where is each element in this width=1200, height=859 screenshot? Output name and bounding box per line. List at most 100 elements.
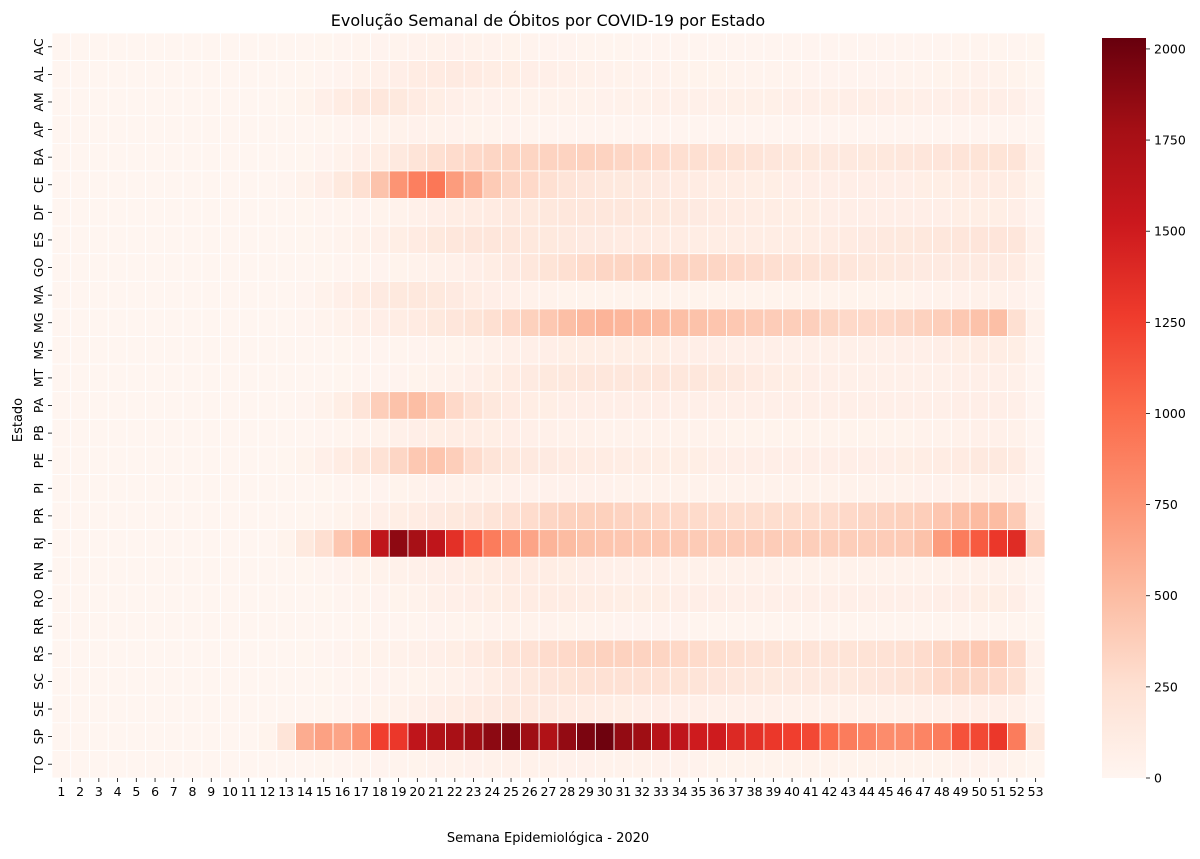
heatmap-cell bbox=[557, 60, 578, 89]
heatmap-cell bbox=[932, 529, 952, 558]
heatmap-cell bbox=[201, 750, 222, 779]
heatmap-cell bbox=[482, 556, 503, 586]
heatmap-cell bbox=[70, 142, 90, 172]
colorbar-tick-label: 250 bbox=[1154, 679, 1178, 694]
heatmap-cell bbox=[238, 418, 259, 448]
heatmap-cell bbox=[782, 308, 802, 337]
heatmap-cell bbox=[445, 363, 465, 393]
heatmap-cell bbox=[726, 694, 746, 724]
heatmap-cell bbox=[1007, 87, 1027, 117]
heatmap-cell bbox=[164, 584, 184, 613]
heatmap-cell bbox=[763, 336, 784, 365]
heatmap-cell bbox=[838, 87, 859, 117]
heatmap-cell bbox=[913, 142, 933, 172]
heatmap-cell bbox=[107, 722, 128, 751]
heatmap-cell bbox=[913, 446, 933, 475]
heatmap-cell bbox=[482, 60, 503, 89]
heatmap-cell bbox=[276, 32, 296, 61]
y-tick-label: RR bbox=[31, 617, 46, 635]
heatmap-cell bbox=[295, 694, 315, 724]
heatmap-cell bbox=[538, 694, 559, 724]
heatmap-cell bbox=[182, 501, 203, 531]
heatmap-cell bbox=[238, 474, 259, 503]
heatmap-cell bbox=[220, 60, 240, 89]
heatmap-cell bbox=[276, 639, 296, 669]
heatmap-cell bbox=[445, 667, 465, 696]
heatmap-cell bbox=[557, 667, 578, 696]
heatmap-cell bbox=[295, 32, 315, 61]
heatmap-cell bbox=[238, 556, 259, 586]
heatmap-cell bbox=[950, 612, 971, 641]
heatmap-cell bbox=[857, 170, 877, 199]
heatmap-cell bbox=[557, 363, 578, 393]
heatmap-cell bbox=[1025, 336, 1046, 365]
heatmap-cell bbox=[875, 446, 896, 475]
heatmap-cell bbox=[407, 474, 428, 503]
heatmap-cell bbox=[857, 142, 877, 172]
heatmap-cell bbox=[894, 87, 915, 117]
heatmap-cell bbox=[838, 722, 859, 751]
heatmap-cell bbox=[932, 750, 952, 779]
heatmap-cell bbox=[594, 225, 615, 255]
heatmap-cell bbox=[257, 363, 278, 393]
heatmap-cell bbox=[857, 308, 877, 337]
heatmap-cell bbox=[332, 529, 353, 558]
heatmap-cell bbox=[913, 32, 933, 61]
heatmap-cell bbox=[519, 115, 540, 144]
heatmap-cell bbox=[126, 32, 147, 61]
heatmap-cell bbox=[295, 418, 315, 448]
heatmap-cell bbox=[557, 280, 578, 310]
heatmap-cell bbox=[313, 612, 334, 641]
heatmap-cell bbox=[313, 198, 334, 227]
heatmap-cell bbox=[857, 667, 877, 696]
heatmap-cell bbox=[70, 501, 90, 531]
heatmap-cell bbox=[145, 501, 165, 531]
heatmap-cell bbox=[145, 639, 165, 669]
heatmap-cell bbox=[220, 474, 240, 503]
heatmap-cell bbox=[857, 584, 877, 613]
heatmap-cell bbox=[70, 474, 90, 503]
heatmap-cell bbox=[707, 722, 727, 751]
heatmap-cell bbox=[1007, 446, 1027, 475]
heatmap-cell bbox=[1007, 474, 1027, 503]
heatmap-cell bbox=[388, 280, 409, 310]
heatmap-cell bbox=[276, 529, 296, 558]
heatmap-cell bbox=[557, 612, 578, 641]
heatmap-cell bbox=[632, 363, 652, 393]
heatmap-cell bbox=[857, 446, 877, 475]
heatmap-cell bbox=[838, 142, 859, 172]
heatmap-cell bbox=[594, 418, 615, 448]
heatmap-cell bbox=[744, 336, 765, 365]
heatmap-cell bbox=[838, 115, 859, 144]
heatmap-cell bbox=[950, 142, 971, 172]
heatmap-cell bbox=[70, 639, 90, 669]
heatmap-cell bbox=[707, 750, 727, 779]
heatmap-cell bbox=[445, 722, 465, 751]
heatmap-cell bbox=[801, 363, 821, 393]
heatmap-cell bbox=[351, 87, 371, 117]
heatmap-cell bbox=[707, 639, 727, 669]
heatmap-cell bbox=[182, 529, 203, 558]
heatmap-cell bbox=[651, 170, 671, 199]
heatmap-cell bbox=[838, 474, 859, 503]
heatmap-cell bbox=[969, 722, 990, 751]
heatmap-cell bbox=[463, 87, 484, 117]
heatmap-cell bbox=[913, 198, 933, 227]
heatmap-cell bbox=[651, 391, 671, 420]
heatmap-cell bbox=[538, 142, 559, 172]
heatmap-cell bbox=[257, 32, 278, 61]
heatmap-cell bbox=[126, 391, 147, 420]
heatmap-cell bbox=[201, 446, 222, 475]
heatmap-cell bbox=[707, 280, 727, 310]
heatmap-cell bbox=[295, 198, 315, 227]
heatmap-cell bbox=[332, 32, 353, 61]
heatmap-cell bbox=[407, 612, 428, 641]
heatmap-cell bbox=[613, 529, 634, 558]
heatmap-cell bbox=[51, 280, 72, 310]
heatmap-cell bbox=[295, 225, 315, 255]
heatmap-cell bbox=[576, 667, 596, 696]
heatmap-cell bbox=[220, 170, 240, 199]
heatmap-cell bbox=[763, 60, 784, 89]
heatmap-cell bbox=[370, 142, 390, 172]
heatmap-cell bbox=[538, 280, 559, 310]
